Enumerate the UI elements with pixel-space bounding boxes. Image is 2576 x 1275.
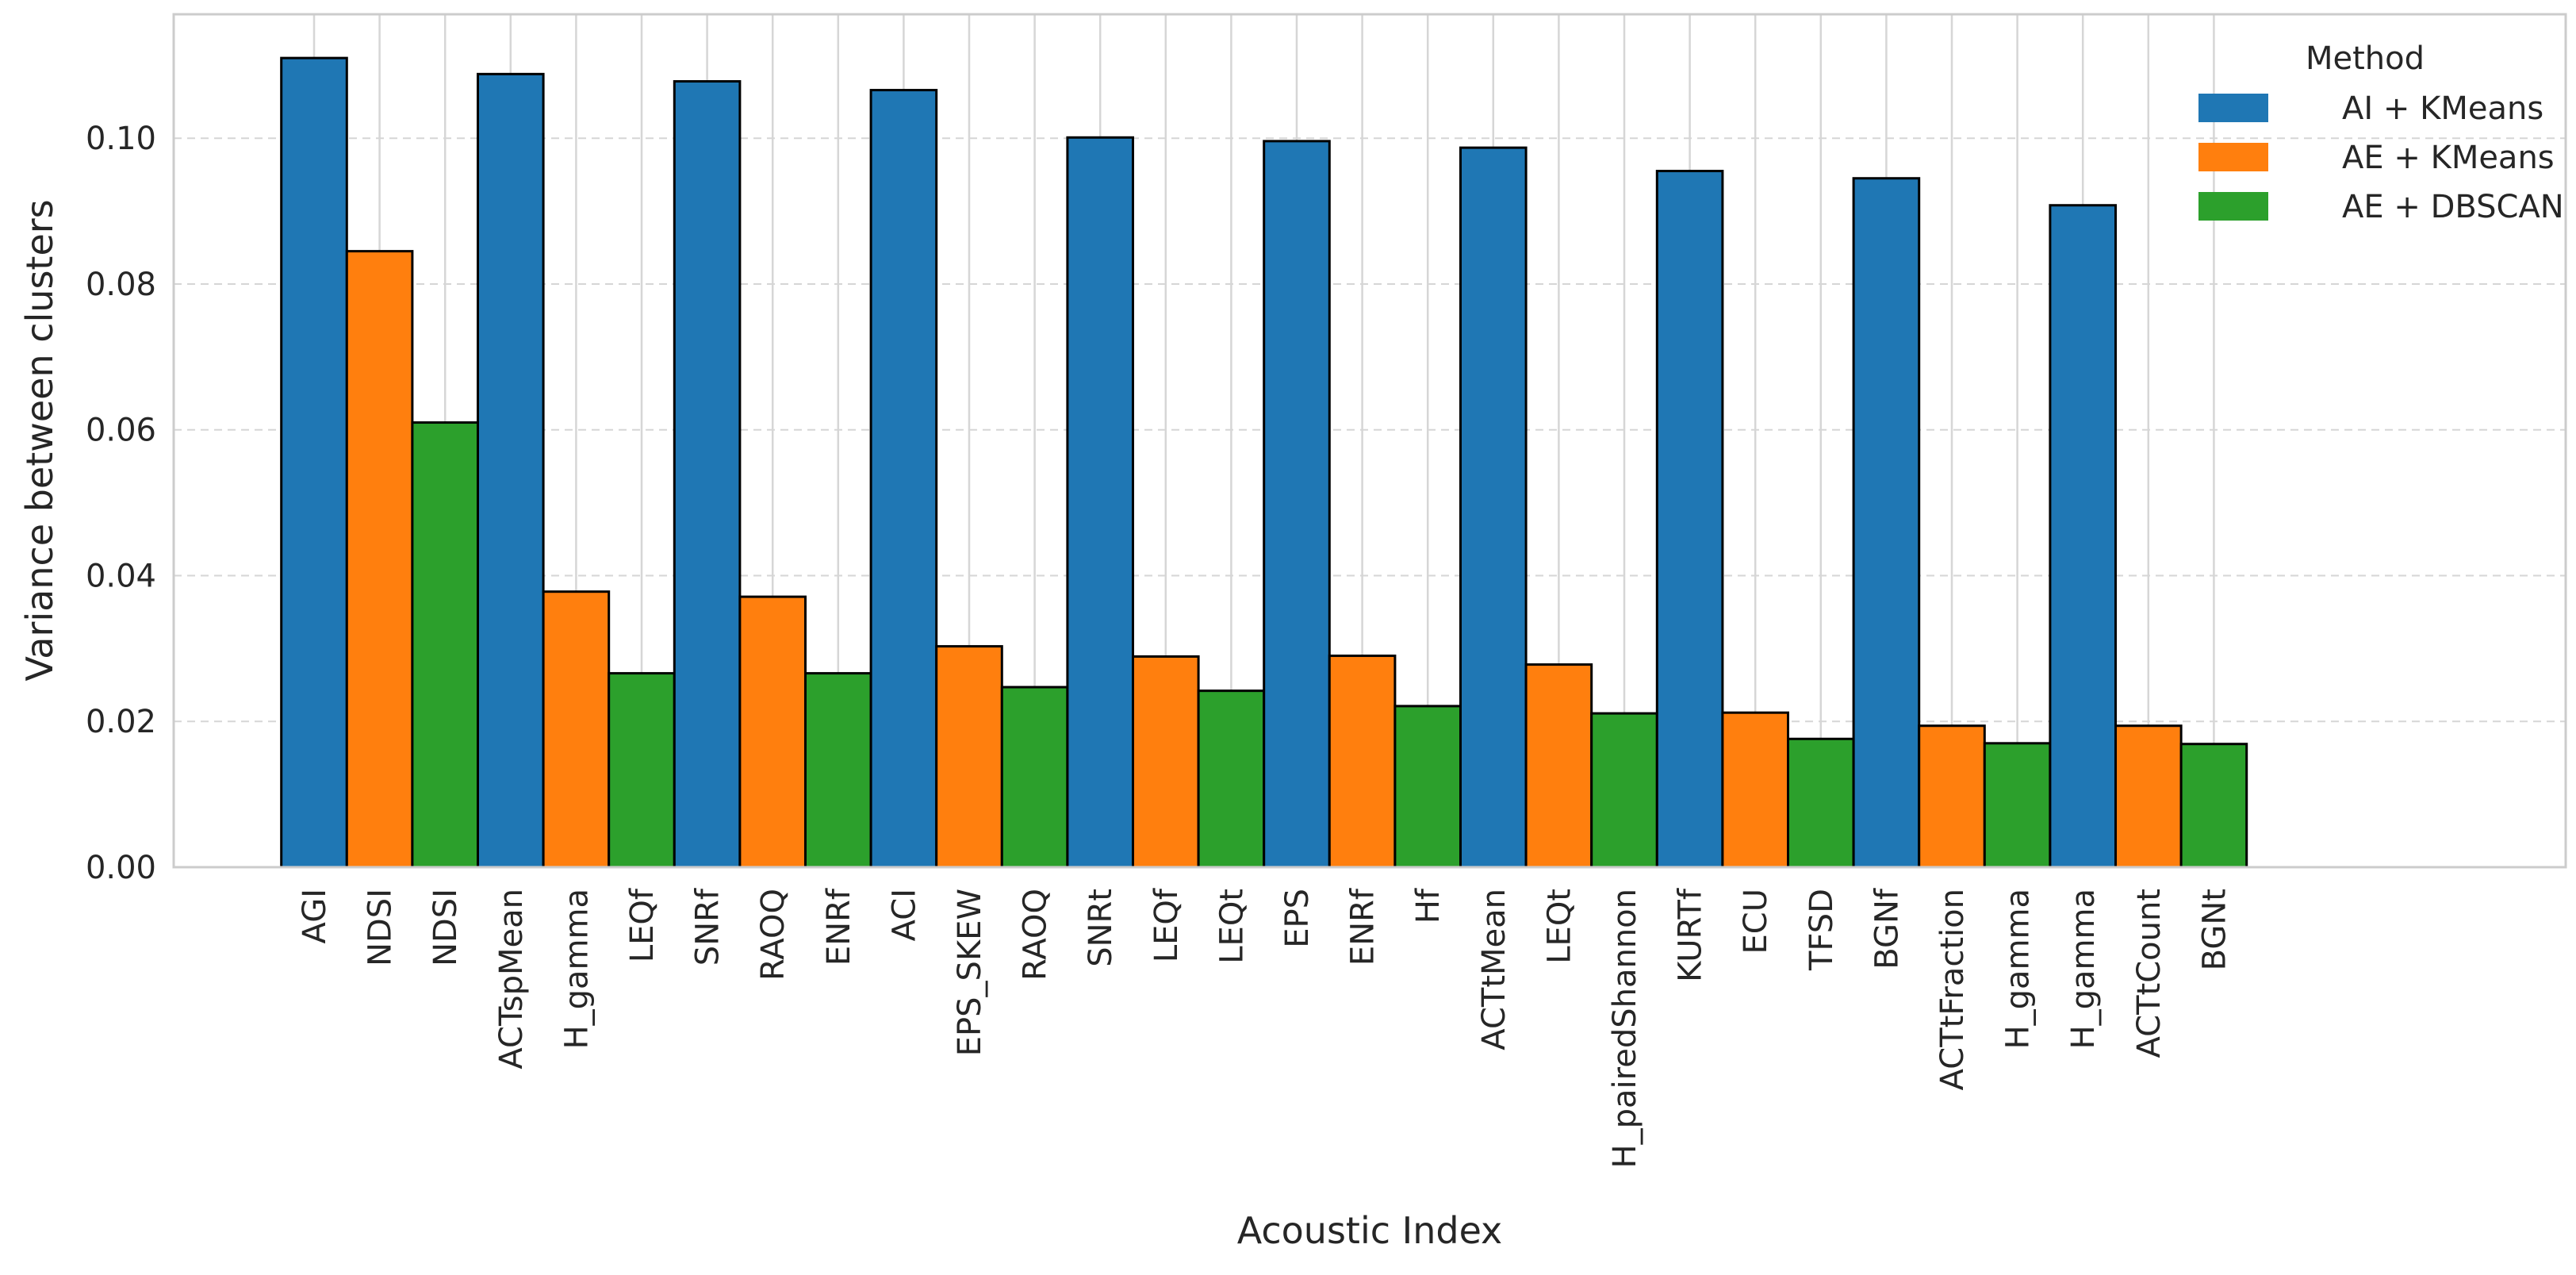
x-tick-label: RAOQ	[1018, 889, 1054, 981]
x-axis-ticks: AGI NDSI NDSI ACTspMean H_gamma LEQf SNRf RAOQ E…	[297, 888, 2233, 1168]
bar	[738, 595, 807, 869]
legend-label: AI + KMeans	[2342, 90, 2543, 127]
bar	[477, 72, 545, 869]
x-tick-label: BGNt	[2196, 889, 2233, 970]
x-tick-label: ACTtCount	[2131, 889, 2168, 1058]
legend-label: AE + DBSCAN	[2342, 189, 2564, 225]
x-tick-label: ACTspMean	[493, 889, 530, 1070]
legend-entries: AI + KMeans AE + KMeans AE + DBSCAN	[2198, 90, 2564, 225]
x-tick-label: EPS_SKEW	[952, 889, 988, 1056]
y-tick-label: 0.02	[86, 704, 156, 740]
x-tick-label: SNRt	[1083, 889, 1119, 967]
legend-title: Method	[2306, 40, 2425, 77]
bar	[804, 672, 872, 869]
x-tick-label: NDSI	[427, 889, 464, 966]
y-tick-label: 0.10	[86, 121, 156, 157]
x-tick-label: BGNf	[1869, 888, 1905, 970]
bars	[280, 56, 2248, 869]
bar	[1393, 705, 1462, 869]
bar	[1524, 663, 1593, 869]
x-tick-label: LEQt	[1213, 889, 1250, 964]
bar	[1263, 140, 1331, 869]
bar	[2114, 724, 2183, 869]
bar	[1132, 655, 1200, 869]
y-axis-ticks: 0.00 0.02 0.04 0.06 0.08 0.10	[86, 121, 156, 886]
legend-swatch	[2198, 192, 2268, 221]
bar	[1197, 689, 1266, 869]
x-tick-label: EPS	[1279, 889, 1316, 948]
legend-swatch	[2198, 94, 2268, 122]
x-tick-label: NDSI	[362, 889, 399, 966]
x-tick-label: LEQf	[624, 888, 661, 962]
y-axis-title: Variance between clusters	[18, 199, 61, 681]
bar	[2049, 204, 2117, 869]
bar	[1721, 711, 1789, 869]
legend-swatch	[2198, 143, 2268, 171]
x-tick-label: RAOQ	[755, 889, 792, 981]
bar	[1459, 146, 1528, 869]
bar	[1328, 655, 1397, 869]
bar	[673, 80, 742, 869]
bar	[2179, 743, 2248, 869]
x-tick-label: ACI	[886, 889, 922, 941]
y-tick-label: 0.06	[86, 413, 156, 449]
legend-label: AE + KMeans	[2342, 140, 2555, 176]
x-tick-label: ACTtMean	[1476, 889, 1512, 1050]
x-tick-label: SNRf	[690, 888, 726, 966]
y-tick-label: 0.04	[86, 558, 156, 594]
bar	[869, 89, 938, 869]
bar	[280, 56, 348, 869]
x-tick-label: H_gamma	[558, 889, 595, 1049]
x-tick-label: ACTtFraction	[1934, 889, 1971, 1090]
x-tick-label: H_gamma	[2000, 889, 2037, 1049]
bar	[1983, 742, 2052, 869]
x-tick-label: H_gamma	[2065, 889, 2102, 1049]
x-axis-title: Acoustic Index	[1237, 1209, 1503, 1252]
x-tick-label: ENRf	[1345, 888, 1382, 966]
x-tick-label: LEQt	[1541, 889, 1577, 964]
x-tick-label: Hf	[1410, 888, 1447, 924]
bar	[411, 421, 480, 869]
legend: Method AI + KMeans AE + KMeans AE + DBSCAN	[2198, 40, 2564, 225]
bar	[608, 672, 676, 869]
plot-frame	[172, 13, 2567, 869]
x-tick-label: ENRf	[821, 888, 857, 966]
x-tick-label: AGI	[297, 889, 333, 943]
bar	[1918, 724, 1986, 869]
bar	[1852, 177, 1921, 869]
x-tick-label: KURTf	[1673, 888, 1709, 982]
bar	[1590, 712, 1658, 869]
x-tick-label: LEQf	[1148, 888, 1185, 962]
x-tick-label: TFSD	[1804, 889, 1840, 971]
bar	[542, 590, 611, 869]
x-tick-label: ECU	[1738, 889, 1774, 954]
bar	[1787, 737, 1855, 869]
bar	[1066, 136, 1135, 869]
bar	[935, 645, 1003, 869]
bar	[1000, 686, 1069, 869]
bar	[345, 250, 414, 869]
bar	[1655, 170, 1724, 869]
y-tick-label: 0.00	[86, 850, 156, 886]
x-tick-label: H_pairedShannon	[1607, 889, 1643, 1168]
y-tick-label: 0.08	[86, 267, 156, 303]
